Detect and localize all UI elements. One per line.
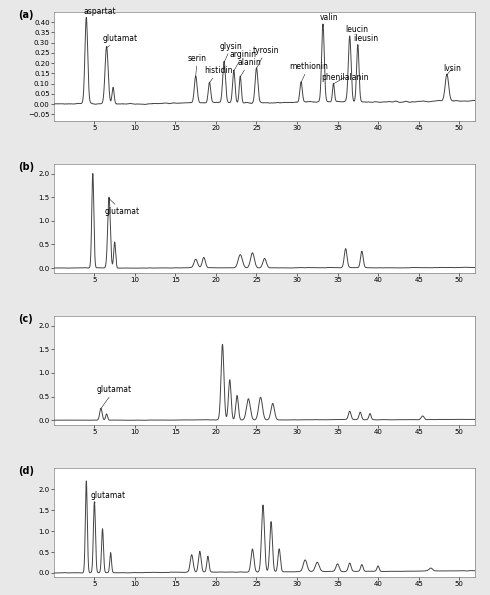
- Text: (b): (b): [18, 162, 34, 172]
- Text: (d): (d): [18, 466, 34, 476]
- Text: methionin: methionin: [289, 62, 328, 83]
- Text: lvsin: lvsin: [443, 64, 461, 75]
- Text: histidin: histidin: [204, 67, 232, 83]
- Text: ileusin: ileusin: [354, 34, 379, 46]
- Text: (a): (a): [18, 10, 34, 20]
- Text: glutamat: glutamat: [90, 491, 125, 503]
- Text: arginin: arginin: [230, 50, 257, 71]
- Text: serin: serin: [188, 54, 207, 77]
- Text: glysin: glysin: [220, 42, 243, 62]
- Text: phenilalanin: phenilalanin: [321, 73, 369, 84]
- Text: aspartat: aspartat: [83, 7, 116, 19]
- Text: tyrosin: tyrosin: [252, 46, 279, 68]
- Text: glutamat: glutamat: [105, 199, 140, 216]
- Text: (c): (c): [18, 314, 33, 324]
- Text: alanin: alanin: [237, 58, 261, 77]
- Text: glutamat: glutamat: [97, 385, 132, 409]
- Text: leucin: leucin: [345, 26, 368, 37]
- Text: valin: valin: [319, 13, 338, 26]
- Text: glutamat: glutamat: [102, 34, 138, 48]
